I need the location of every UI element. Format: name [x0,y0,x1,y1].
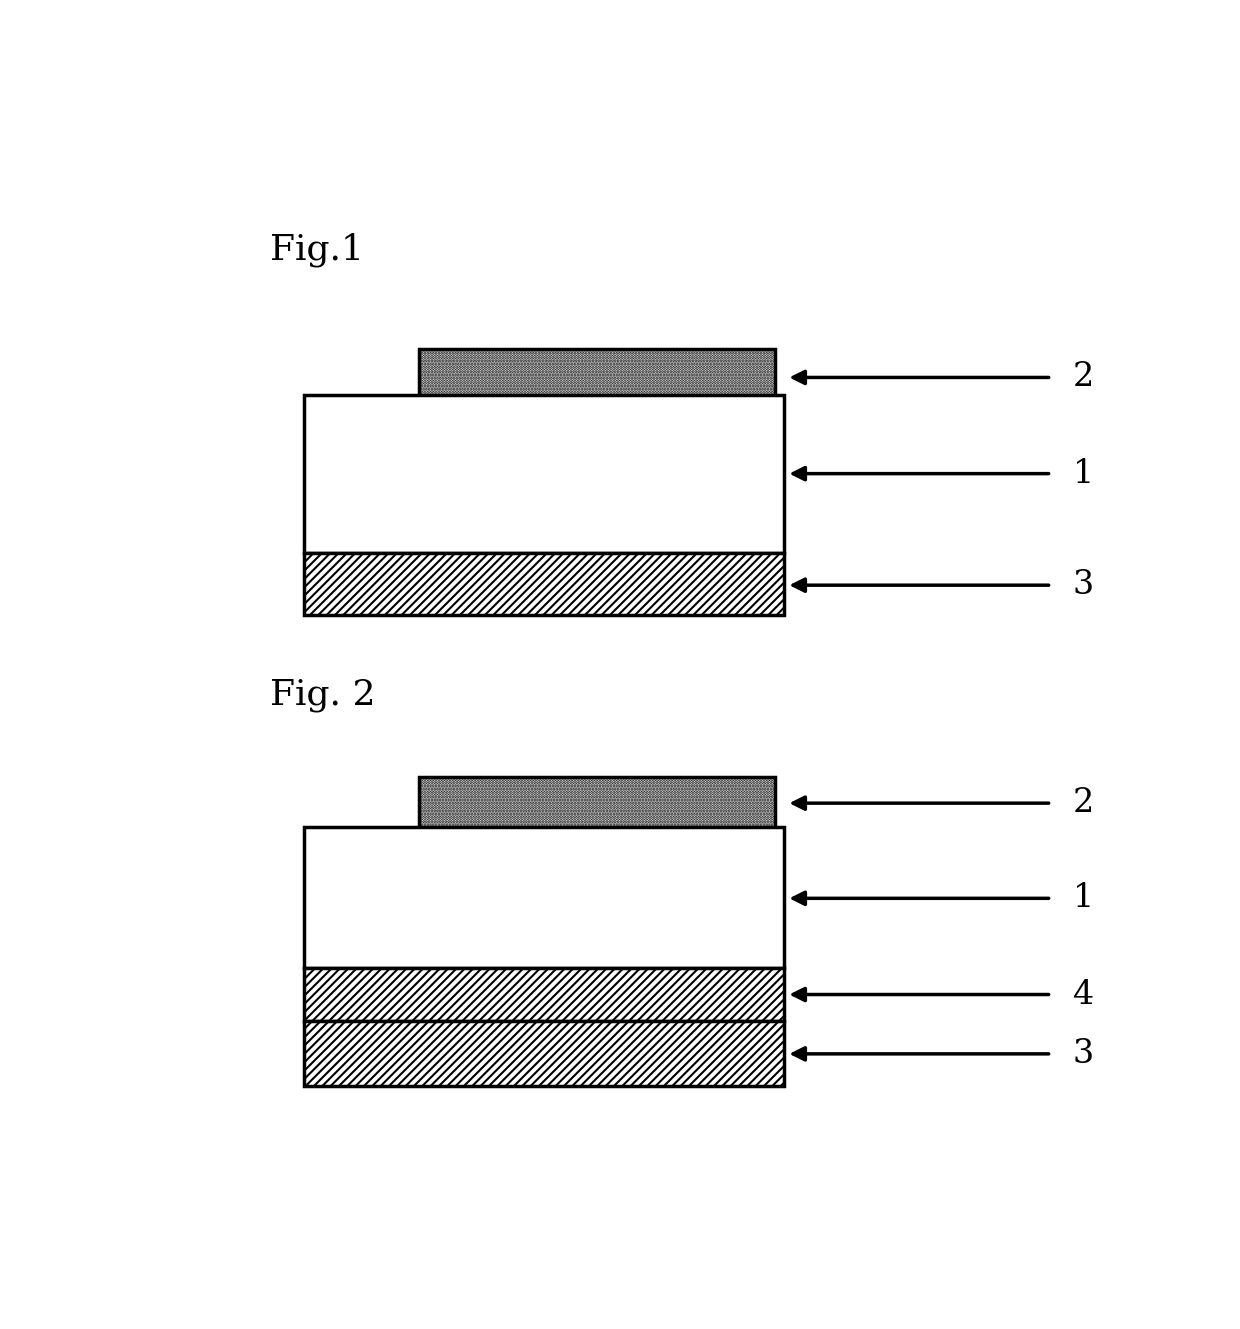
Bar [304,1021,785,1086]
Text: Fig. 2: Fig. 2 [270,678,376,712]
Text: 2: 2 [1073,361,1094,393]
Text: 3: 3 [1073,1038,1094,1070]
Bar [304,395,785,553]
Bar [419,348,775,405]
Bar [419,776,775,829]
Text: 3: 3 [1073,569,1094,601]
Text: 1: 1 [1073,882,1094,914]
Bar [304,553,785,615]
Text: Fig.1: Fig.1 [270,233,365,267]
Text: 2: 2 [1073,787,1094,819]
Text: 1: 1 [1073,457,1094,489]
Bar [304,968,785,1021]
Text: 4: 4 [1073,978,1094,1010]
Bar [304,827,785,968]
